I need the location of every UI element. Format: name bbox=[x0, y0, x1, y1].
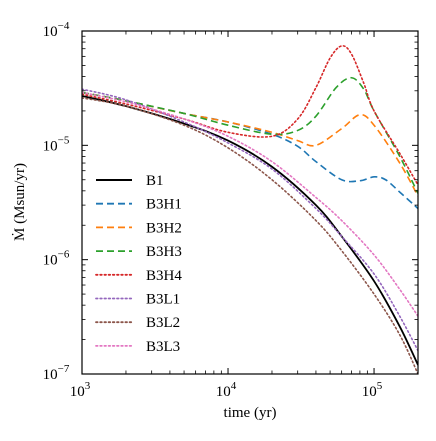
y-tick-label: 10−6 bbox=[43, 249, 70, 269]
x-axis-label: time (yr) bbox=[224, 405, 277, 421]
series-line-b3h4 bbox=[82, 45, 418, 186]
legend-label-b3h3: B3H3 bbox=[146, 244, 182, 260]
y-tick-label: 10−4 bbox=[43, 20, 70, 40]
curves-layer bbox=[82, 45, 418, 374]
legend-label-b1: B1 bbox=[146, 173, 164, 189]
y-axis-label: Ṁ (Msun/yr) bbox=[12, 163, 28, 241]
series-line-b3l2 bbox=[82, 97, 418, 374]
legend-label-b3l1: B3L1 bbox=[146, 292, 180, 308]
ticks-layer: 103 104 105 10−7 10−6 10−5 10−4 bbox=[43, 20, 418, 400]
legend-label-b3h2: B3H2 bbox=[146, 220, 182, 236]
series-line-b3h3 bbox=[82, 76, 418, 194]
legend-label-b3l2: B3L2 bbox=[146, 315, 180, 331]
series-line-b3l3 bbox=[82, 91, 418, 318]
y-tick-label: 10−7 bbox=[43, 363, 70, 383]
x-tick-label: 104 bbox=[216, 380, 237, 400]
legend-label-b3l3: B3L3 bbox=[146, 339, 180, 355]
legend-label-b3h4: B3H4 bbox=[146, 268, 182, 284]
x-tick-label: 105 bbox=[362, 380, 383, 400]
x-tick-label: 103 bbox=[70, 380, 91, 400]
y-tick-label: 10−5 bbox=[43, 134, 70, 154]
legend: B1 B3H1 B3H2 B3H3 B3H4 B3L1 B3L2 B3L3 bbox=[95, 173, 182, 355]
legend-label-b3h1: B3H1 bbox=[146, 197, 182, 213]
plot-frame bbox=[81, 30, 419, 375]
series-line-b3h1 bbox=[82, 91, 418, 210]
